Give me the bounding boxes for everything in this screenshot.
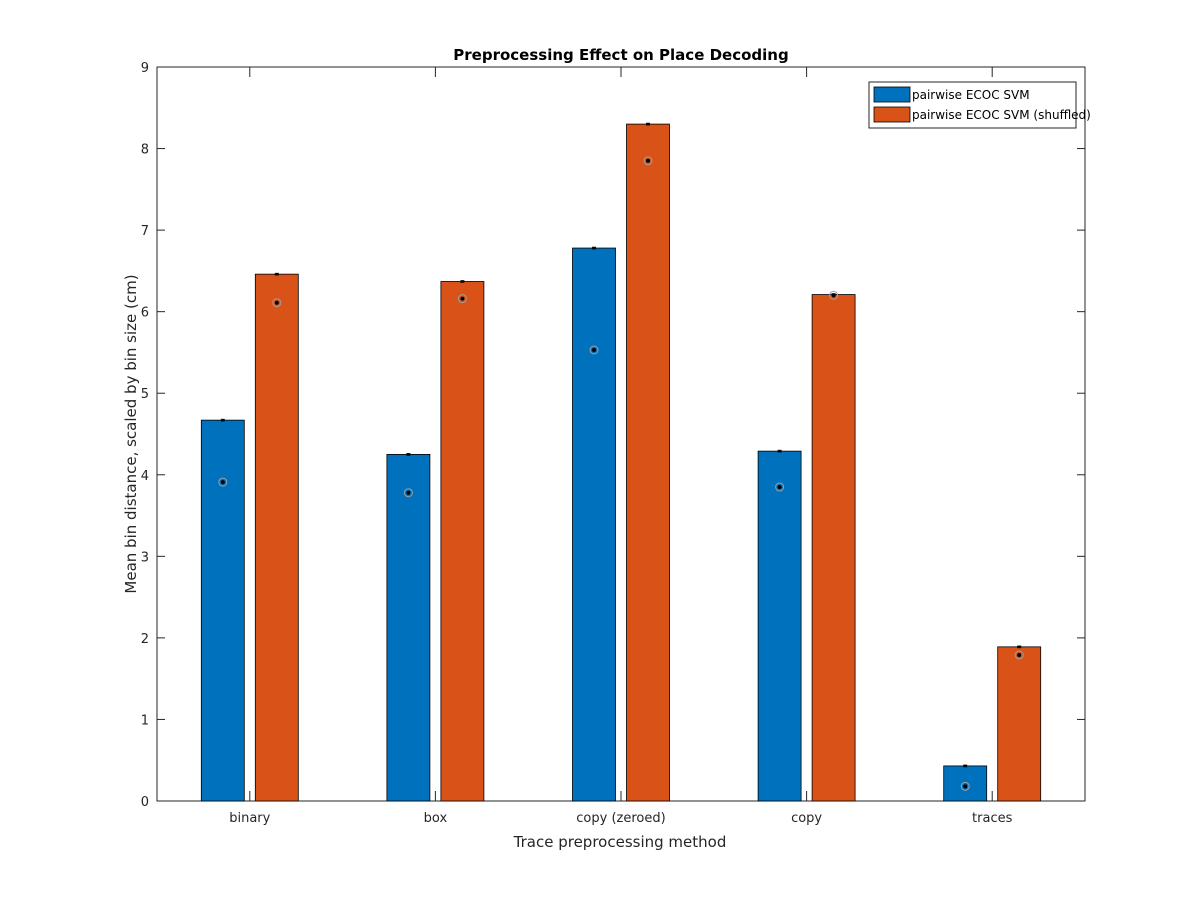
bar-svm xyxy=(572,247,616,802)
x-tick-label: binary xyxy=(229,811,270,826)
y-tick-label: 9 xyxy=(141,61,149,76)
median-dot xyxy=(460,296,465,301)
median-marker xyxy=(643,156,653,166)
bar-svm-shuffled xyxy=(440,281,485,802)
legend-swatch xyxy=(873,106,911,123)
median-dot xyxy=(963,784,968,789)
bar-svm xyxy=(200,419,245,802)
x-tick-label: copy xyxy=(791,811,822,826)
bar-svm xyxy=(757,450,802,802)
median-dot xyxy=(406,490,411,495)
y-tick-label: 0 xyxy=(141,795,149,810)
legend-swatch xyxy=(873,86,911,103)
median-marker xyxy=(960,781,970,791)
bar-svm-shuffled xyxy=(626,123,670,802)
median-dot xyxy=(646,158,650,163)
x-tick-label: traces xyxy=(972,811,1013,826)
x-tick-label: box xyxy=(424,811,448,826)
bar-svm xyxy=(386,453,431,802)
legend-label: pairwise ECOC SVM (shuffled) xyxy=(912,108,1091,122)
y-tick-label: 8 xyxy=(141,143,149,158)
bar-svm xyxy=(943,765,988,802)
y-axis-label: Mean bin distance, scaled by bin size (c… xyxy=(122,274,140,593)
median-dot xyxy=(274,300,279,305)
median-marker xyxy=(218,477,228,487)
y-tick-label: 1 xyxy=(141,713,149,728)
y-tick-label: 2 xyxy=(141,632,149,647)
y-tick-label: 3 xyxy=(141,550,149,565)
y-tick-label: 4 xyxy=(141,469,149,484)
median-marker xyxy=(1014,650,1024,660)
bar-svm-shuffled xyxy=(997,646,1042,802)
median-dot xyxy=(1017,653,1022,658)
chart-title: Preprocessing Effect on Place Decoding xyxy=(453,46,788,64)
legend: pairwise ECOC SVM pairwise ECOC SVM (shuf… xyxy=(868,81,1091,129)
legend-label: pairwise ECOC SVM xyxy=(912,88,1030,102)
y-tick-label: 5 xyxy=(141,387,149,402)
bar-svm-shuffled xyxy=(811,294,856,802)
plot-area: 0 1 2 3 4 5 6 7 8 9 binary box copy (zeroed) copy trac… xyxy=(141,61,1086,826)
median-marker xyxy=(272,298,282,308)
x-axis-label: Trace preprocessing method xyxy=(513,833,727,851)
median-marker xyxy=(829,290,839,300)
median-dot xyxy=(777,485,782,490)
bar-svm-shuffled xyxy=(254,273,299,802)
x-tick-label: copy (zeroed) xyxy=(576,811,665,826)
median-dot xyxy=(592,347,596,352)
median-marker xyxy=(457,294,467,304)
median-dot xyxy=(220,480,225,485)
y-tick-label: 7 xyxy=(141,224,149,239)
median-marker xyxy=(775,482,785,492)
median-dot xyxy=(831,293,836,298)
median-marker xyxy=(589,345,599,355)
median-marker xyxy=(403,488,413,498)
y-tick-label: 6 xyxy=(141,306,149,321)
